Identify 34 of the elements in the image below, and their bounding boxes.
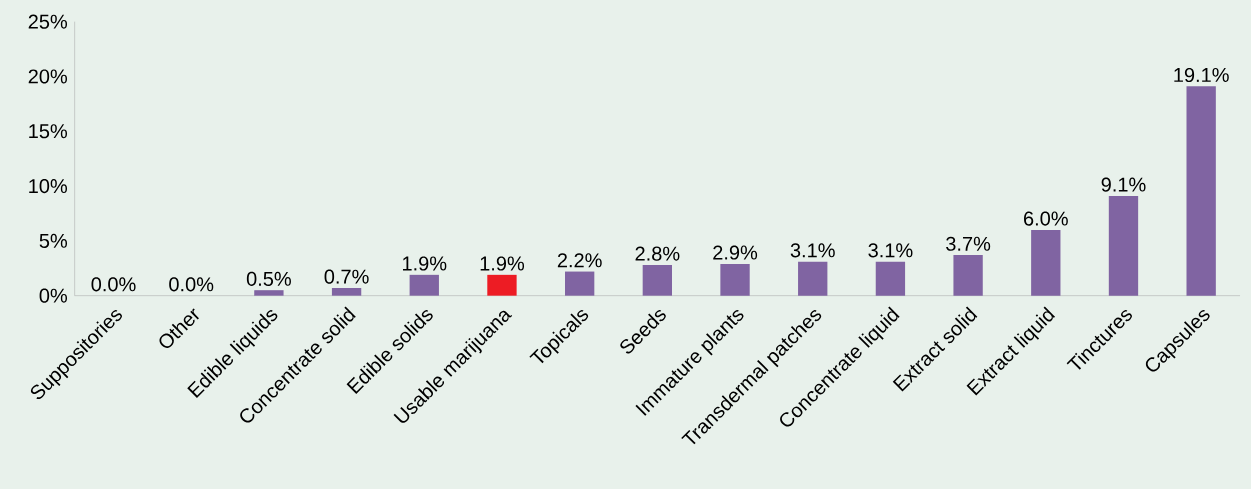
y-tick-label: 0% bbox=[39, 288, 68, 303]
data-label: 3.7% bbox=[946, 236, 991, 251]
data-label: 6.0% bbox=[1024, 211, 1068, 226]
data-label: 19.1% bbox=[1174, 67, 1229, 83]
bar bbox=[1108, 195, 1139, 296]
bar bbox=[720, 263, 750, 296]
data-label: 2.9% bbox=[713, 245, 758, 260]
data-label: 0.7% bbox=[324, 269, 369, 284]
data-label: 9.1% bbox=[1101, 177, 1146, 192]
data-label: 1.9% bbox=[480, 256, 525, 271]
data-label: 2.2% bbox=[557, 253, 602, 268]
y-tick-label: 20% bbox=[28, 69, 68, 84]
data-label: 0.0% bbox=[91, 277, 136, 292]
bar bbox=[409, 274, 439, 296]
data-label: 0.0% bbox=[169, 277, 214, 292]
bar bbox=[254, 290, 284, 296]
data-label: 3.1% bbox=[868, 243, 913, 258]
bar bbox=[487, 274, 517, 296]
data-label: 1.9% bbox=[403, 256, 447, 271]
y-tick-label: 25% bbox=[28, 14, 68, 29]
bar bbox=[1186, 86, 1216, 296]
bar bbox=[875, 261, 906, 296]
y-tick-label: 15% bbox=[29, 124, 68, 139]
data-label: 0.5% bbox=[246, 271, 291, 286]
y-tick-label: 5% bbox=[39, 233, 68, 248]
y-tick-label: 10% bbox=[29, 178, 68, 194]
bar bbox=[564, 271, 595, 296]
bar bbox=[798, 261, 828, 296]
bar bbox=[331, 287, 362, 296]
bar bbox=[642, 264, 673, 296]
data-label: 2.8% bbox=[635, 246, 680, 261]
bar bbox=[953, 255, 983, 296]
bar bbox=[1031, 229, 1061, 296]
data-label: 3.1% bbox=[790, 243, 835, 258]
